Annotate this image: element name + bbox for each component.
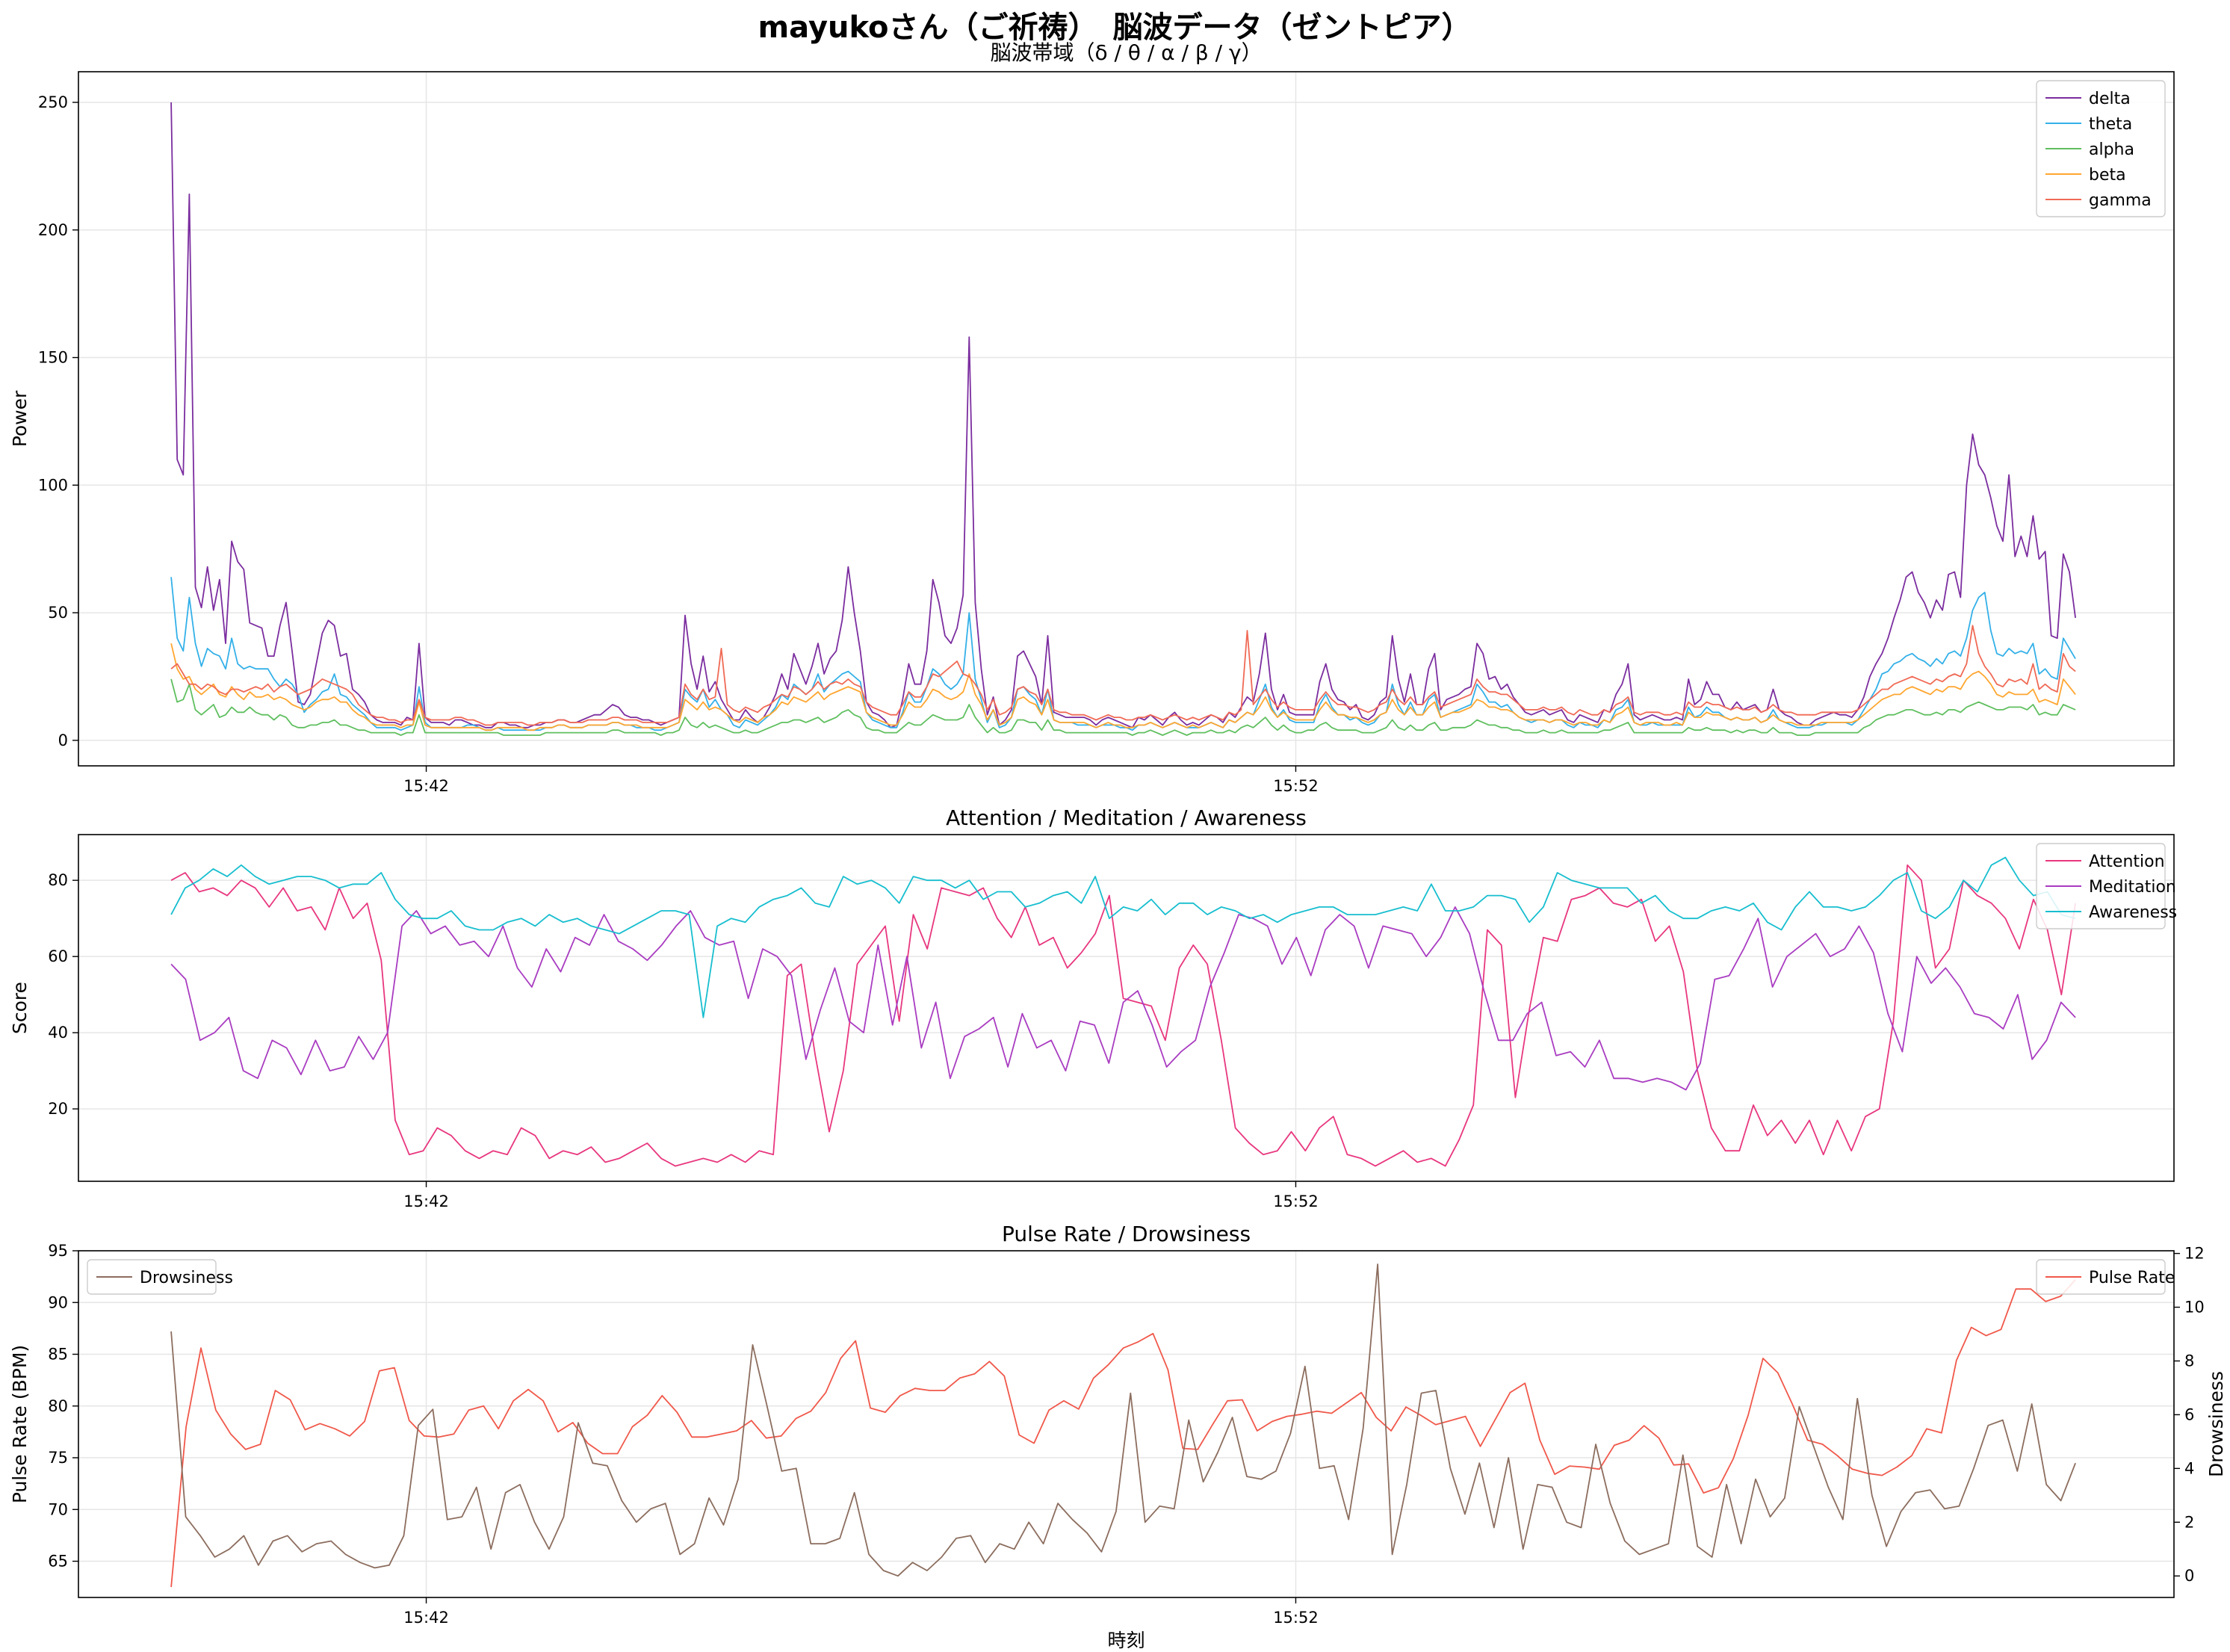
legend-frame <box>87 1259 217 1295</box>
y-tick-label: 70 <box>48 1500 68 1518</box>
subplot-2: 20 40 60 80 15:42 15:52 Attention / Meditation… <box>9 805 2177 1210</box>
series-line-pulse-rate <box>170 1279 2076 1588</box>
y-right-tick-label: 0 <box>2184 1567 2194 1585</box>
series-line-delta <box>170 102 2076 728</box>
series-line-meditation <box>170 906 2076 1091</box>
series-line-alpha <box>170 678 2076 736</box>
legend-label: beta <box>2089 166 2126 185</box>
x-tick-label: 15:42 <box>403 1192 449 1210</box>
legend-label: Awareness <box>2089 903 2177 922</box>
legend-label: Drowsiness <box>140 1269 233 1287</box>
y-tick-label: 20 <box>48 1100 68 1118</box>
y-right-tick-label: 8 <box>2184 1352 2194 1370</box>
y-axis-label: Pulse Rate (BPM) <box>9 1345 31 1503</box>
x-tick-label: 15:42 <box>403 777 449 795</box>
plot-frame <box>78 1250 2175 1598</box>
x-tick-label: 15:52 <box>1273 1192 1319 1210</box>
y-tick-label: 80 <box>48 1397 68 1415</box>
y-tick-label: 65 <box>48 1553 68 1571</box>
legend-label: gamma <box>2089 191 2152 210</box>
series-line-gamma <box>170 625 2076 726</box>
subplot-title: Attention / Meditation / Awareness <box>946 805 1307 830</box>
plot-frame <box>78 71 2175 767</box>
y-tick-label: 200 <box>38 221 68 239</box>
legend-label: theta <box>2089 115 2132 134</box>
y-tick-label: 50 <box>48 604 68 622</box>
legend-frame <box>2036 80 2166 217</box>
legend-label: Attention <box>2089 853 2165 871</box>
y-right-tick-label: 12 <box>2184 1245 2205 1263</box>
y-tick-label: 40 <box>48 1024 68 1042</box>
y-right-tick-label: 10 <box>2184 1299 2205 1317</box>
subplot-title: 脳波帯域（δ / θ / α / β / γ） <box>990 40 1262 65</box>
series-line-beta <box>170 643 2076 731</box>
y-axis-label: Score <box>9 982 31 1034</box>
series-line-awareness <box>170 856 2076 1018</box>
y-right-tick-label: 4 <box>2184 1459 2194 1477</box>
y-tick-label: 0 <box>58 731 68 749</box>
subplot-title: Pulse Rate / Drowsiness <box>1002 1222 1251 1246</box>
x-axis-label: 時刻 <box>1107 1630 1145 1651</box>
y-tick-label: 250 <box>38 93 68 111</box>
legend: Drowsiness <box>87 1259 233 1295</box>
y-tick-label: 100 <box>38 476 68 494</box>
y-tick-label: 80 <box>48 871 68 889</box>
legend-label: alpha <box>2089 140 2134 159</box>
y-right-axis-label: Drowsiness <box>2205 1371 2227 1477</box>
y-axis-label: Power <box>9 390 31 447</box>
legend: delta theta alpha beta gamma <box>2036 80 2166 217</box>
y-right-tick-label: 2 <box>2184 1513 2194 1531</box>
x-tick-label: 15:52 <box>1273 1609 1319 1627</box>
legend: Pulse Rate <box>2036 1259 2175 1295</box>
legend-label: Pulse Rate <box>2089 1269 2175 1287</box>
figure-title: mayukoさん（ご祈祷） 脳波データ（ゼントピア） <box>758 10 1472 45</box>
y-tick-label: 90 <box>48 1293 68 1311</box>
y-tick-label: 60 <box>48 947 68 965</box>
legend-label: delta <box>2089 90 2131 108</box>
legend-label: Meditation <box>2089 878 2176 897</box>
y-right-tick-label: 6 <box>2184 1405 2194 1423</box>
x-tick-label: 15:42 <box>403 1609 449 1627</box>
plot-frame <box>78 834 2175 1182</box>
series-line-attention <box>170 864 2076 1167</box>
series-line-drowsiness <box>170 1263 2076 1577</box>
legend-frame <box>2036 1259 2166 1295</box>
y-tick-label: 95 <box>48 1242 68 1260</box>
subplot-3: 65 70 75 80 85 90 95 0 2 4 6 8 10 12 15:42 15:52 Pulse R… <box>9 1222 2227 1651</box>
legend-frame <box>2036 843 2166 929</box>
subplot-1: 0 50 100 150 200 250 15:42 15:52 脳波帯域（δ / θ / α … <box>9 40 2175 795</box>
y-tick-label: 150 <box>38 349 68 367</box>
legend: Attention Meditation Awareness <box>2036 843 2177 929</box>
x-tick-label: 15:52 <box>1273 777 1319 795</box>
y-tick-label: 85 <box>48 1346 68 1364</box>
y-tick-label: 75 <box>48 1449 68 1467</box>
